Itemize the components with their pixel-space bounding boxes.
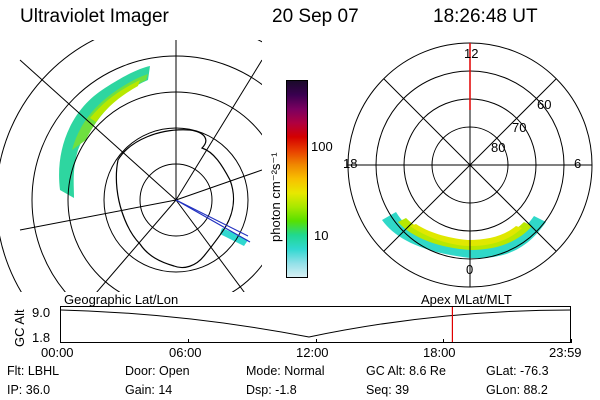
filter-info: Flt: LBHL xyxy=(7,364,60,378)
gc-alt-info: GC Alt: 8.6 Re xyxy=(366,364,446,378)
mode-info: Mode: Normal xyxy=(246,364,325,378)
altitude-timeline xyxy=(60,306,572,343)
altitude-curve xyxy=(60,309,572,338)
timeline-xtick-1: 06:00 xyxy=(169,345,202,360)
mlt-label-0: 0 xyxy=(466,262,474,277)
geographic-map xyxy=(0,40,262,292)
mlt-label-6: 6 xyxy=(574,156,582,171)
mlt-label-18: 18 xyxy=(343,156,358,171)
ip-info: IP: 36.0 xyxy=(7,383,51,397)
timeline-ytick-low: 1.8 xyxy=(32,330,51,345)
door-info: Door: Open xyxy=(125,364,190,378)
time-label: 18:26:48 UT xyxy=(433,6,538,27)
gain-info: Gain: 14 xyxy=(125,383,173,397)
colorbar-tick-10: 10 xyxy=(314,228,329,243)
magnetic-map-label: Apex MLat/MLT xyxy=(421,292,512,307)
seq-info: Seq: 39 xyxy=(366,383,410,397)
date-label: 20 Sep 07 xyxy=(272,6,359,27)
colorbar-tick-100: 100 xyxy=(311,139,333,154)
timeline-xtick-3: 18:00 xyxy=(423,345,456,360)
timeline-xtick-2: 12:00 xyxy=(296,345,329,360)
mlt-label-12: 12 xyxy=(464,46,479,61)
colorbar-unit-label: photon cm⁻²s⁻¹ xyxy=(268,152,283,242)
colorbar xyxy=(286,80,308,278)
timeline-ylabel: GC Alt xyxy=(12,309,27,347)
antarctica-outline xyxy=(115,129,235,269)
magnetic-map xyxy=(347,42,593,288)
mlat-label-70: 70 xyxy=(512,120,527,135)
geographic-map-label: Geographic Lat/Lon xyxy=(64,292,179,307)
timeline-ytick-high: 9.0 xyxy=(32,305,51,320)
glat-info: GLat: -76.3 xyxy=(486,364,549,378)
mlat-label-80: 80 xyxy=(491,140,506,155)
timeline-xtick-0: 00:00 xyxy=(41,345,74,360)
dsp-info: Dsp: -1.8 xyxy=(246,383,297,397)
instrument-title: Ultraviolet Imager xyxy=(20,6,169,27)
glon-info: GLon: 88.2 xyxy=(486,383,548,397)
mlat-label-60: 60 xyxy=(537,97,552,112)
timeline-xtick-4: 23:59 xyxy=(549,345,582,360)
